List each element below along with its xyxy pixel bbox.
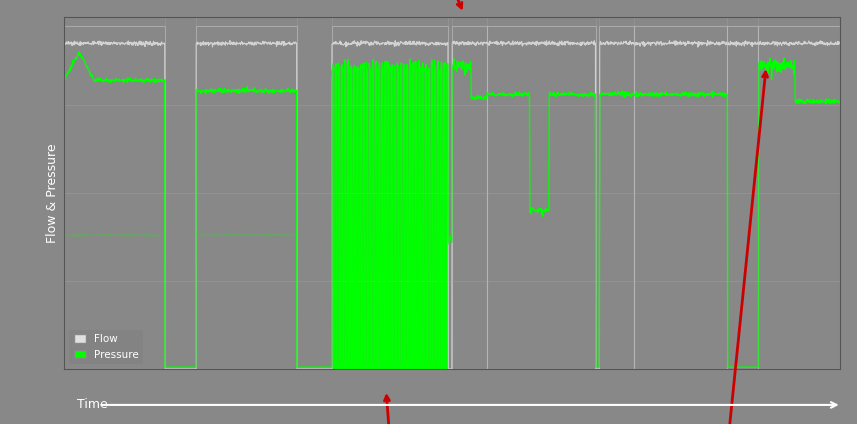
Text: Time: Time (77, 399, 108, 411)
Bar (487, 26, 596, 369)
Bar (452, 26, 487, 369)
Text: step A: step A (370, 396, 410, 424)
Y-axis label: Flow & Pressure: Flow & Pressure (45, 143, 59, 243)
Text: step C: step C (708, 72, 768, 424)
Bar (332, 26, 448, 369)
Bar (599, 26, 634, 369)
Legend: Flow, Pressure: Flow, Pressure (69, 330, 143, 364)
Text: step B: step B (425, 0, 464, 8)
Bar (728, 26, 758, 369)
Bar (758, 26, 840, 369)
Bar (634, 26, 728, 369)
Bar (64, 26, 165, 369)
Bar (196, 26, 297, 369)
